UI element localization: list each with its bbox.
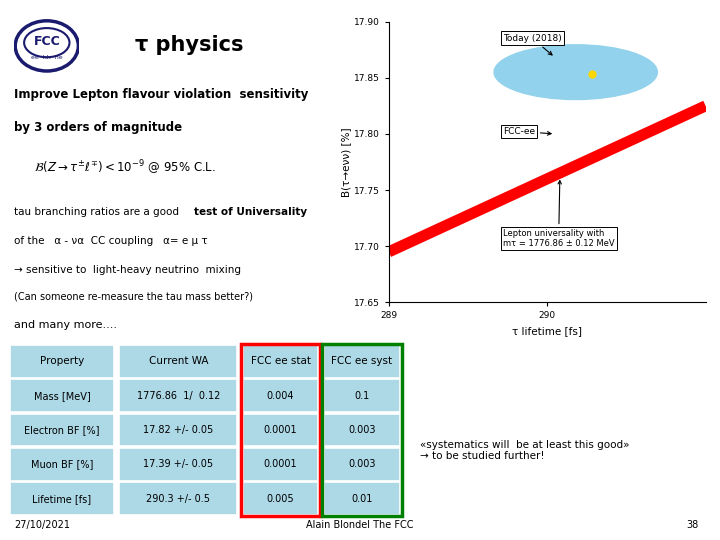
Text: 17.82 +/- 0.05: 17.82 +/- 0.05: [143, 425, 213, 435]
FancyBboxPatch shape: [120, 414, 237, 446]
Text: → sensitive to  light-heavy neutrino  mixing: → sensitive to light-heavy neutrino mixi…: [14, 265, 240, 275]
Text: tau branching ratios are a good: tau branching ratios are a good: [14, 207, 182, 217]
FancyBboxPatch shape: [120, 448, 237, 481]
FancyBboxPatch shape: [324, 448, 400, 481]
FancyBboxPatch shape: [10, 414, 114, 446]
FancyBboxPatch shape: [243, 448, 318, 481]
Text: Alain Blondel The FCC: Alain Blondel The FCC: [306, 520, 414, 530]
FancyBboxPatch shape: [324, 380, 400, 412]
FancyBboxPatch shape: [10, 345, 114, 377]
Text: FCC-ee: FCC-ee: [503, 127, 551, 136]
Text: FCC ee stat: FCC ee stat: [251, 356, 310, 366]
FancyBboxPatch shape: [324, 414, 400, 446]
X-axis label: τ lifetime [fs]: τ lifetime [fs]: [512, 326, 582, 336]
Text: 0.01: 0.01: [351, 494, 372, 504]
FancyBboxPatch shape: [10, 482, 114, 515]
FancyBboxPatch shape: [10, 448, 114, 481]
FancyBboxPatch shape: [243, 482, 318, 515]
Text: «systematics will  be at least this good»
→ to be studied further!: «systematics will be at least this good»…: [420, 440, 629, 461]
Text: 0.0001: 0.0001: [264, 460, 297, 469]
FancyBboxPatch shape: [324, 482, 400, 515]
FancyBboxPatch shape: [120, 482, 237, 515]
Text: 0.1: 0.1: [354, 390, 369, 401]
FancyBboxPatch shape: [243, 414, 318, 446]
Text: ee  hh  he: ee hh he: [31, 55, 63, 60]
FancyBboxPatch shape: [243, 380, 318, 412]
Text: 0.003: 0.003: [348, 460, 376, 469]
Text: FCC ee syst: FCC ee syst: [331, 356, 392, 366]
FancyBboxPatch shape: [10, 380, 114, 412]
Text: 17.39 +/- 0.05: 17.39 +/- 0.05: [143, 460, 213, 469]
Text: Improve Lepton flavour violation  sensitivity: Improve Lepton flavour violation sensiti…: [14, 87, 308, 100]
Text: 0.005: 0.005: [267, 494, 294, 504]
Text: Today (2018): Today (2018): [503, 33, 562, 55]
Text: of the   α - να  CC coupling   α= e μ τ: of the α - να CC coupling α= e μ τ: [14, 236, 207, 246]
Text: 0.004: 0.004: [267, 390, 294, 401]
Ellipse shape: [493, 44, 658, 100]
FancyBboxPatch shape: [243, 345, 318, 377]
Text: 0.0001: 0.0001: [264, 425, 297, 435]
Text: 38: 38: [686, 520, 698, 530]
Text: Current WA: Current WA: [148, 356, 208, 366]
FancyBboxPatch shape: [120, 380, 237, 412]
Y-axis label: B(τ→eνν) [%]: B(τ→eνν) [%]: [341, 127, 351, 197]
Text: Muon BF [%]: Muon BF [%]: [31, 460, 93, 469]
Text: 1776.86  1/  0.12: 1776.86 1/ 0.12: [137, 390, 220, 401]
Text: Property: Property: [40, 356, 84, 366]
Text: $\mathcal{B}(Z \rightarrow \tau^{\pm}\ell^{\mp}) < 10^{-9}$ @ 95% C.L.: $\mathcal{B}(Z \rightarrow \tau^{\pm}\el…: [34, 159, 216, 177]
Text: 0.003: 0.003: [348, 425, 376, 435]
Text: Lifetime [fs]: Lifetime [fs]: [32, 494, 91, 504]
Text: 290.3 +/- 0.5: 290.3 +/- 0.5: [146, 494, 210, 504]
Text: Electron BF [%]: Electron BF [%]: [24, 425, 99, 435]
Text: FCC: FCC: [33, 35, 60, 48]
FancyBboxPatch shape: [324, 345, 400, 377]
Text: and many more....: and many more....: [14, 320, 117, 330]
Text: 27/10/2021: 27/10/2021: [14, 520, 71, 530]
Text: test of Universality: test of Universality: [194, 207, 307, 217]
Text: τ physics: τ physics: [135, 35, 243, 55]
Text: Mass [MeV]: Mass [MeV]: [34, 390, 90, 401]
Text: Lepton universality with
mτ = 1776.86 ± 0.12 MeV: Lepton universality with mτ = 1776.86 ± …: [503, 180, 614, 248]
FancyBboxPatch shape: [120, 345, 237, 377]
Text: (Can someone re-measure the tau mass better?): (Can someone re-measure the tau mass bet…: [14, 292, 253, 301]
Text: by 3 orders of magnitude: by 3 orders of magnitude: [14, 121, 182, 134]
